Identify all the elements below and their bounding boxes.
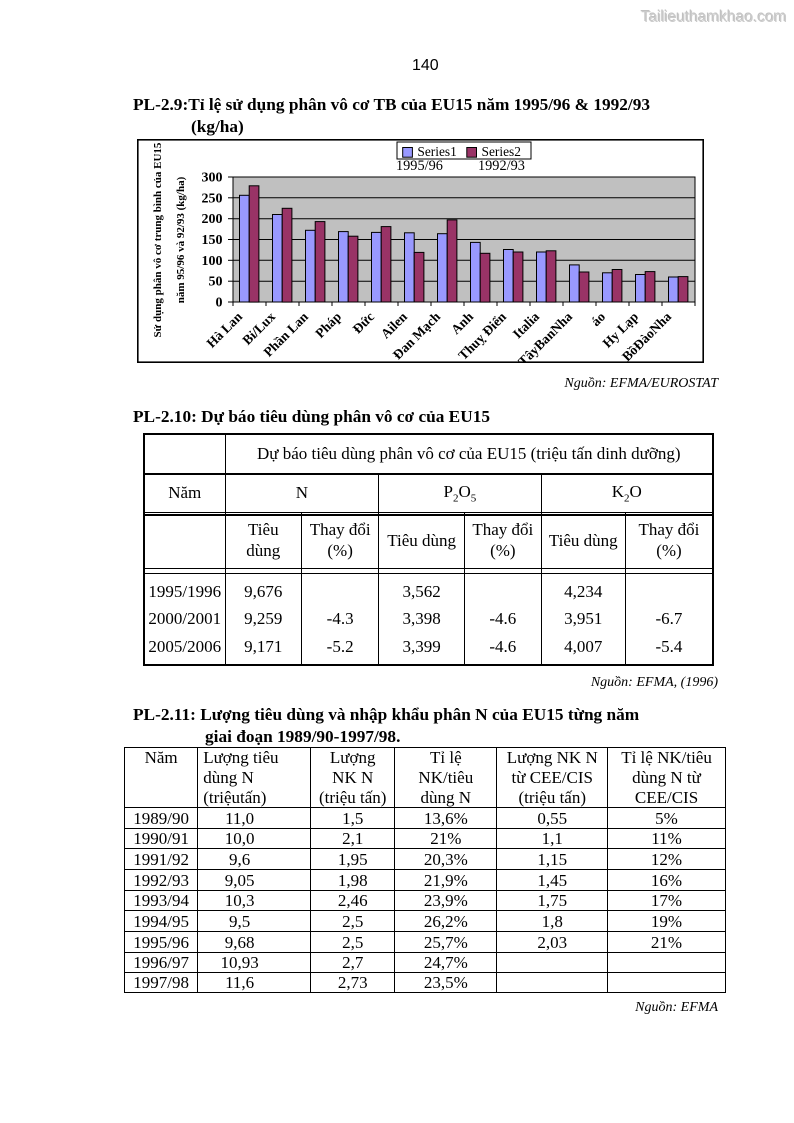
svg-text:200: 200 — [202, 212, 223, 227]
svg-text:áo: áo — [588, 309, 608, 329]
svg-text:150: 150 — [202, 233, 223, 248]
svg-text:1995/96: 1995/96 — [396, 158, 443, 174]
svg-text:Anh: Anh — [448, 309, 476, 337]
svg-text:0: 0 — [216, 296, 223, 311]
svg-text:Hà Lan: Hà Lan — [203, 309, 245, 351]
svg-text:50: 50 — [209, 275, 223, 290]
svg-text:năm 95/96 và 92/93 (kg/ha): năm 95/96 và 92/93 (kg/ha) — [175, 176, 187, 303]
svg-text:Sử dụng phân vô cơ trung bình: Sử dụng phân vô cơ trung bình của EU15 — [152, 142, 164, 337]
svg-text:100: 100 — [202, 254, 223, 269]
svg-text:1992/93: 1992/93 — [478, 158, 525, 174]
svg-text:Series2: Series2 — [482, 144, 521, 159]
svg-text:300: 300 — [202, 171, 223, 186]
svg-text:Đức: Đức — [350, 309, 377, 336]
svg-text:Series1: Series1 — [417, 144, 456, 159]
svg-text:250: 250 — [202, 191, 223, 206]
svg-text:Pháp: Pháp — [312, 309, 344, 341]
